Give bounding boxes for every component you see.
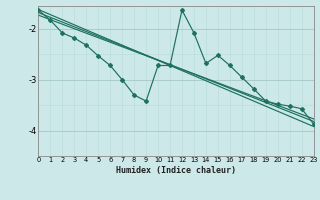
X-axis label: Humidex (Indice chaleur): Humidex (Indice chaleur) (116, 166, 236, 175)
